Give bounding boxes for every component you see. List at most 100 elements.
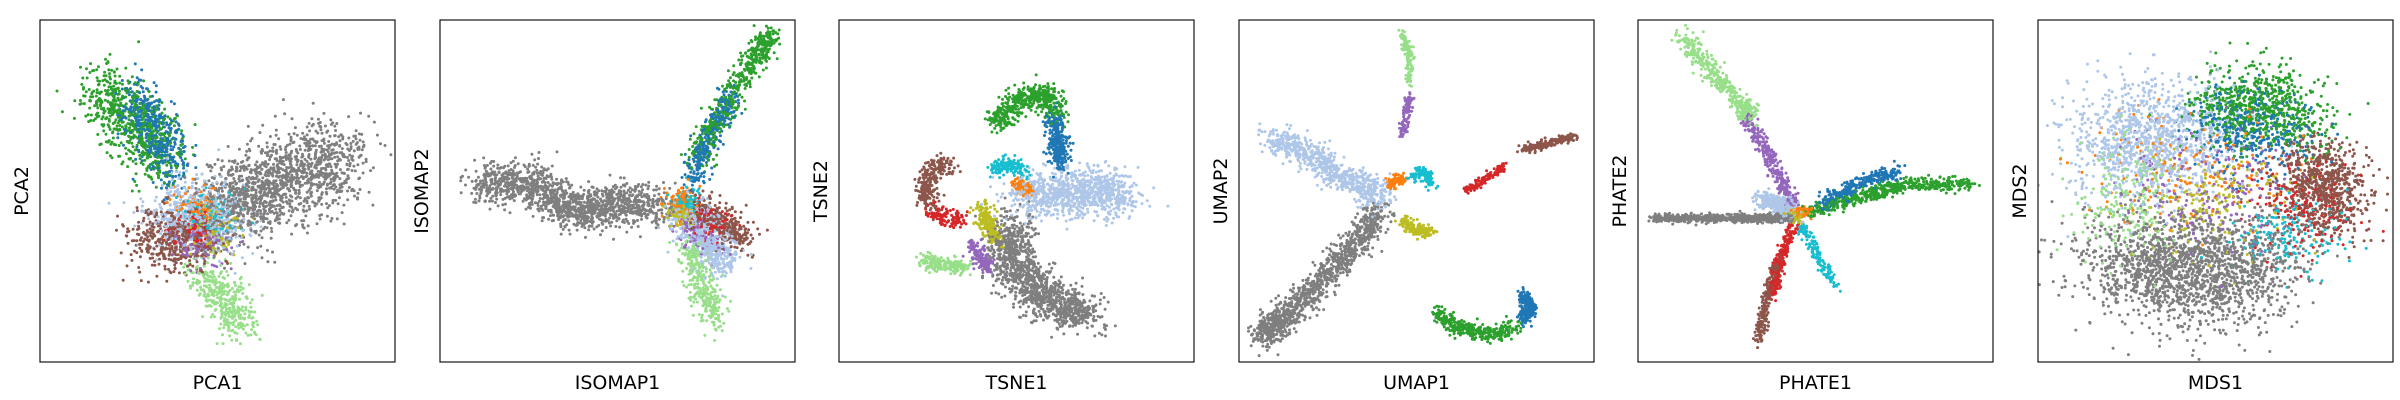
scatter-point-green	[97, 97, 101, 100]
scatter-point-green	[96, 106, 100, 110]
scatter-point-blue	[151, 165, 155, 169]
scatter-point-gray	[262, 181, 265, 185]
scatter-point-gray	[319, 159, 323, 163]
scatter-point-blue	[140, 68, 144, 72]
scatter-point-blue	[152, 100, 156, 104]
scatter-point-blue	[181, 134, 185, 138]
scatter-point-gray	[293, 169, 297, 173]
scatter-point-light-green	[228, 288, 232, 292]
scatter-point-gray	[268, 220, 272, 224]
scatter-point-light-blue	[217, 241, 220, 245]
scatter-point-gray	[258, 170, 262, 174]
scatter-point-light-green	[253, 331, 257, 335]
scatter-point-blue	[160, 186, 163, 190]
scatter-point-gray	[359, 111, 362, 115]
scatter-point-gray	[352, 134, 356, 138]
scatter-point-green	[137, 40, 141, 44]
scatter-point-green	[175, 166, 179, 170]
scatter-point-light-blue	[165, 225, 168, 229]
scatter-point-purple	[215, 238, 219, 242]
scatter-point-gray	[239, 189, 242, 193]
scatter-point-gray	[250, 215, 254, 219]
scatter-point-light-green	[224, 309, 228, 313]
scatter-point-green	[127, 134, 131, 138]
scatter-point-gray	[283, 192, 287, 196]
scatter-point-gray	[325, 148, 329, 152]
scatter-point-gray	[626, 188, 630, 192]
scatter-point-blue	[161, 161, 165, 165]
scatter-point-gray	[245, 167, 249, 171]
scatter-point-gray	[357, 155, 361, 159]
scatter-point-cyan	[186, 199, 190, 203]
scatter-point-light-blue	[165, 230, 168, 234]
scatter-point-light-blue	[217, 148, 221, 152]
scatter-point-gray	[227, 159, 231, 163]
scatter-point-gray	[194, 186, 198, 190]
scatter-point-green	[154, 185, 158, 189]
scatter-point-gray	[258, 190, 262, 194]
scatter-point-brown	[116, 214, 119, 218]
scatter-point-gray	[289, 214, 293, 218]
scatter-point-light-green	[241, 291, 245, 295]
scatter-point-orange	[209, 216, 213, 220]
scatter-point-light-blue	[197, 189, 201, 193]
scatter-point-light-green	[251, 325, 255, 329]
scatter-point-gray	[247, 208, 251, 212]
scatter-point-green	[132, 134, 136, 138]
scatter-point-gray	[301, 183, 304, 187]
scatter-point-light-blue	[156, 219, 160, 223]
scatter-point-light-blue	[175, 170, 178, 174]
scatter-point-purple	[185, 249, 189, 253]
scatter-point-gray	[339, 185, 343, 189]
scatter-point-blue	[163, 114, 167, 118]
scatter-point-gray	[350, 189, 354, 192]
scatter-point-brown	[124, 234, 128, 238]
scatter-point-gray	[472, 200, 476, 204]
scatter-point-gray	[323, 177, 327, 181]
scatter-point-light-green	[226, 321, 230, 325]
scatter-point-light-green	[219, 322, 223, 326]
scatter-point-gray	[309, 164, 313, 168]
scatter-point-blue	[138, 91, 142, 95]
scatter-point-gray	[303, 157, 307, 161]
scatter-point-light-green	[204, 298, 208, 302]
scatter-point-blue	[155, 117, 159, 121]
scatter-point-gray	[264, 179, 268, 183]
scatter-point-purple	[212, 243, 215, 247]
scatter-point-brown	[173, 259, 176, 263]
scatter-point-gray	[271, 146, 275, 150]
scatter-point-gray	[272, 143, 276, 146]
scatter-point-gray	[281, 200, 285, 204]
scatter-point-orange	[199, 200, 203, 204]
scatter-point-green	[158, 169, 162, 173]
scatter-point-green	[108, 154, 112, 158]
scatter-point-blue	[146, 127, 150, 131]
scatter-point-blue	[136, 128, 140, 132]
scatter-point-gray	[237, 187, 241, 191]
scatter-point-light-green	[212, 275, 216, 279]
scatter-point-gray	[332, 187, 336, 191]
scatter-point-light-blue	[204, 240, 208, 244]
scatter-point-gray	[334, 172, 338, 176]
scatter-point-gray	[319, 128, 323, 132]
scatter-point-gray	[337, 135, 341, 139]
scatter-point-light-blue	[174, 213, 178, 217]
scatter-point-gray	[290, 173, 294, 177]
scatter-point-gray	[220, 186, 224, 190]
scatter-point-green	[127, 141, 131, 145]
scatter-point-green	[95, 88, 99, 92]
scatter-point-gray	[243, 262, 247, 266]
scatter-point-gray	[272, 211, 276, 215]
scatter-point-light-blue	[233, 221, 237, 225]
scatter-point-light-green	[232, 299, 236, 303]
scatter-point-gray	[356, 147, 360, 151]
scatter-point-light-green	[219, 263, 223, 267]
scatter-point-olive	[192, 241, 196, 245]
scatter-point-gray	[292, 167, 296, 171]
scatter-point-gray	[473, 197, 477, 201]
scatter-point-gray	[250, 137, 254, 140]
scatter-point-gray	[222, 224, 226, 228]
scatter-point-gray	[318, 214, 322, 217]
scatter-point-green	[154, 166, 158, 170]
scatter-point-gray	[313, 144, 317, 148]
